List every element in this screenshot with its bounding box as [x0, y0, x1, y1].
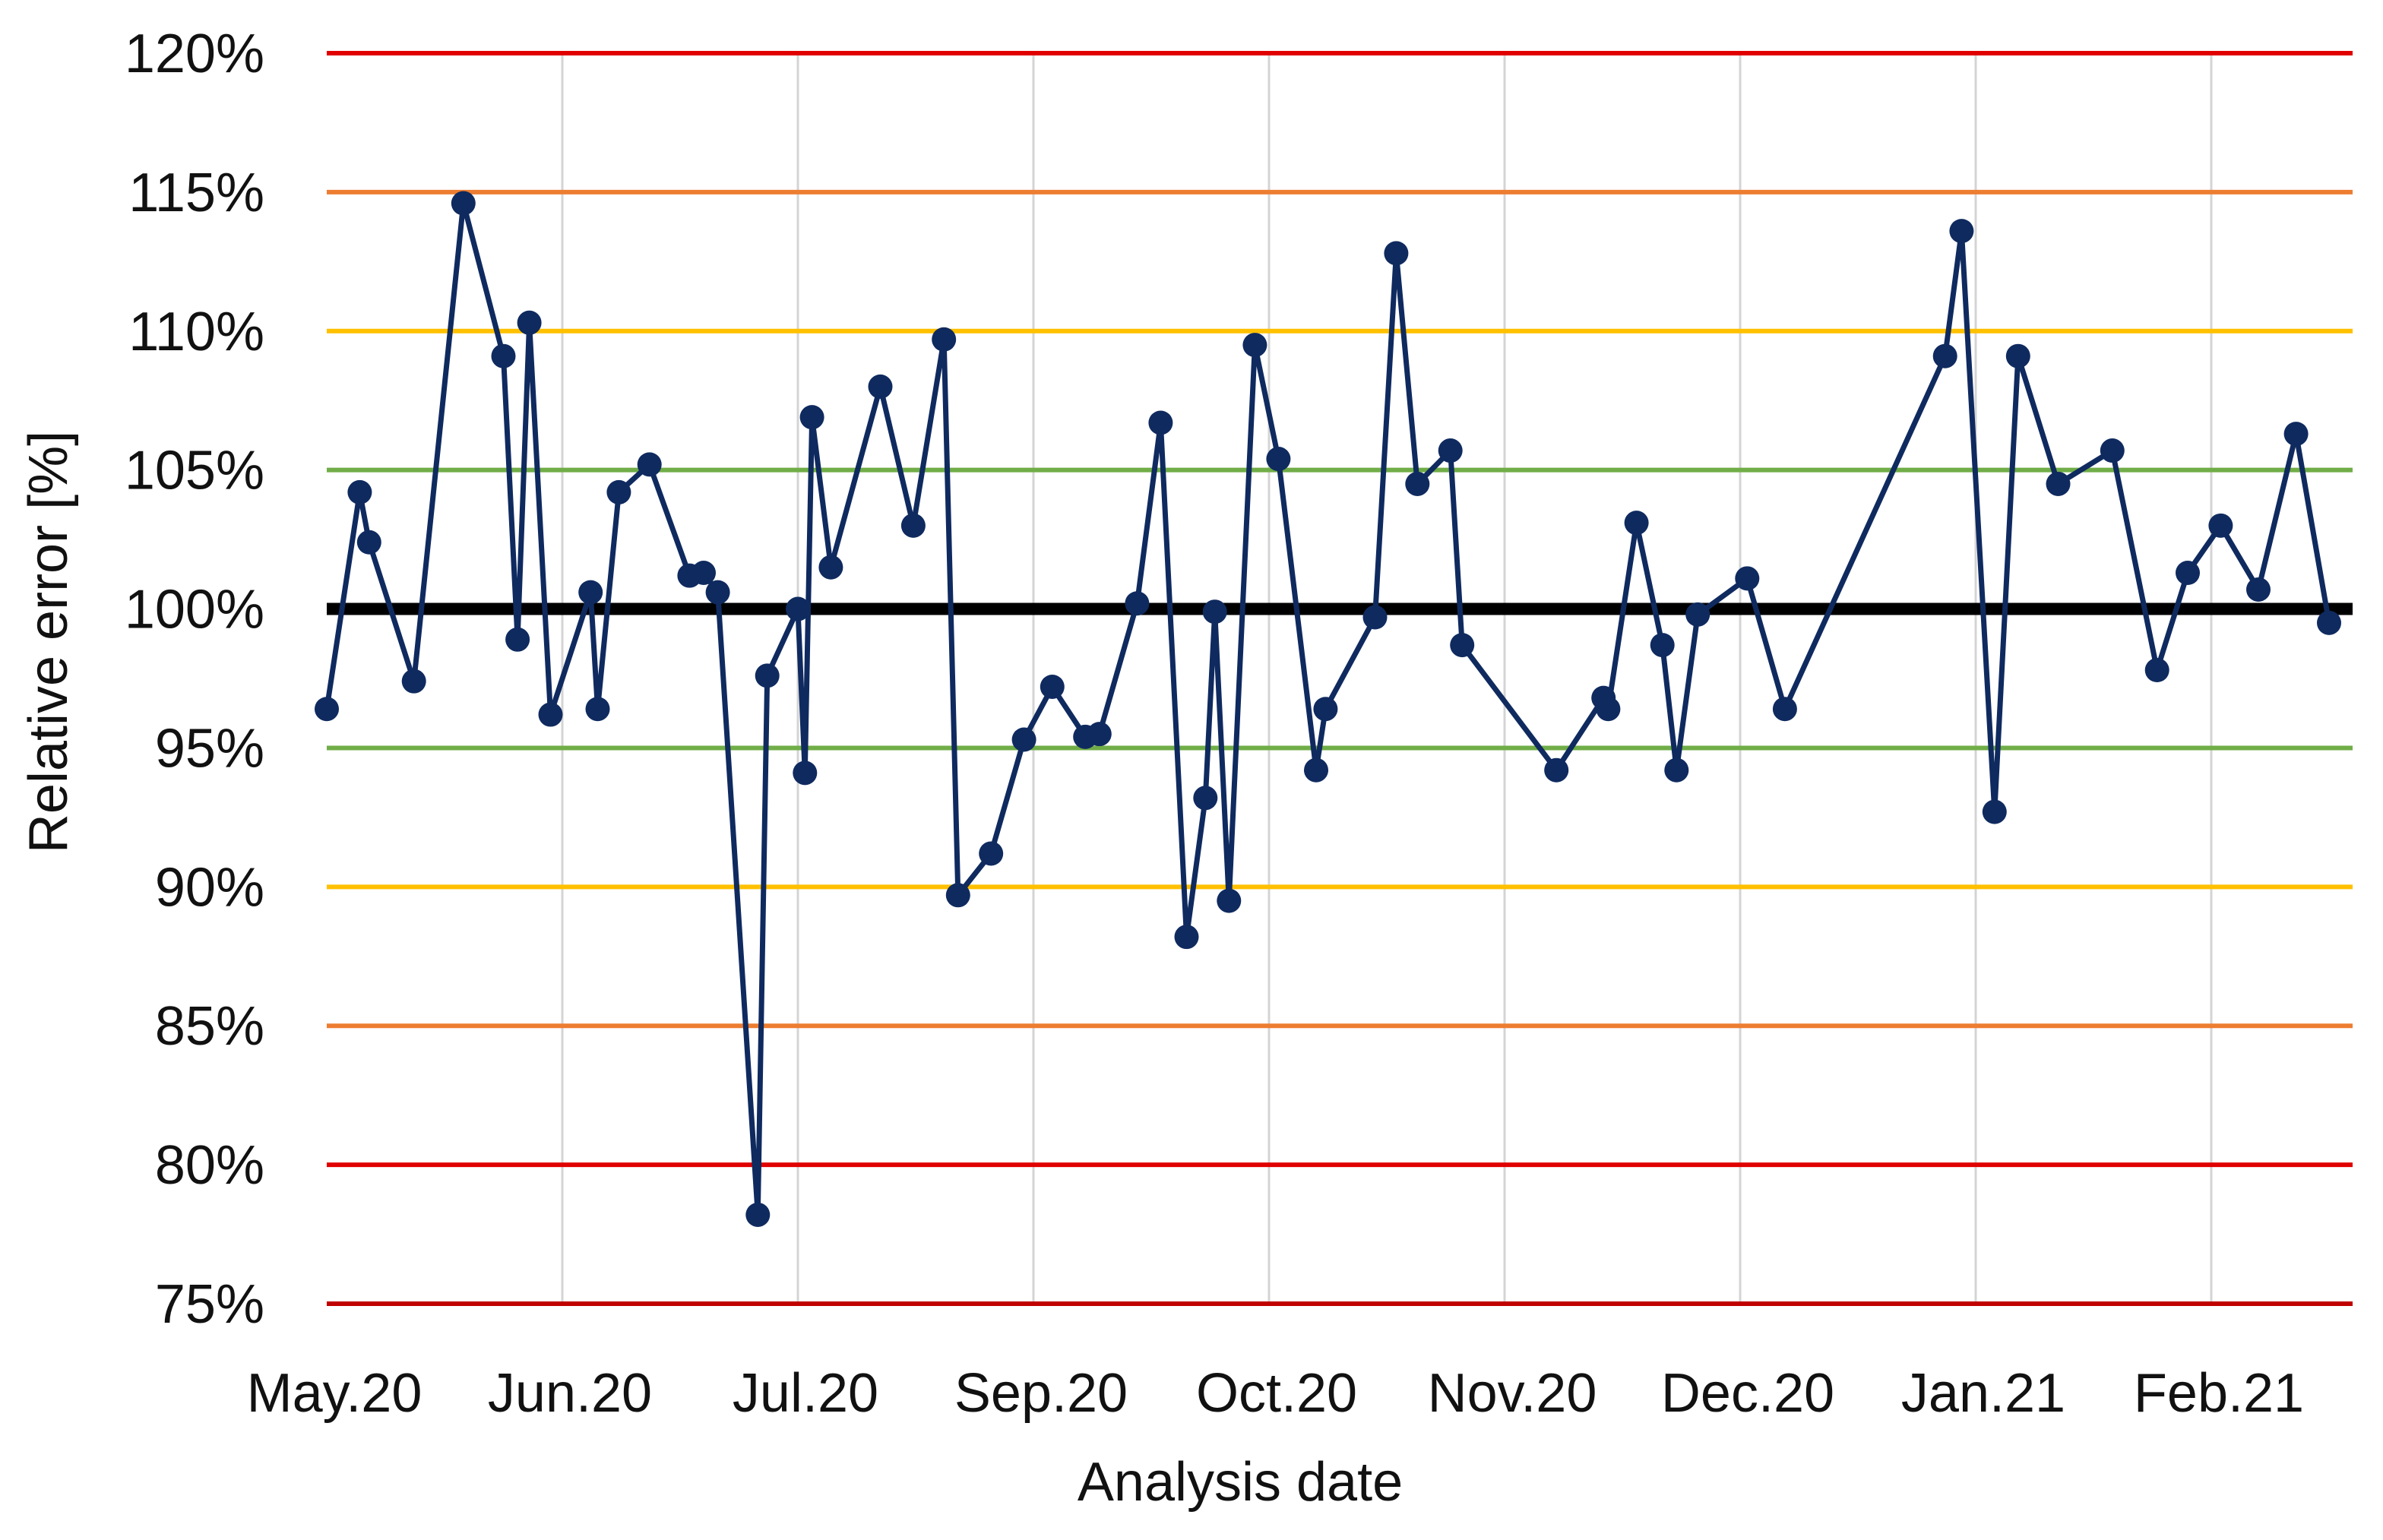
x-tick-labels: May.20 Jun.20 Jul.20 Sep.20 Oct.20 Nov.20 Dec.…: [247, 1363, 2304, 1424]
data-point: [1011, 727, 1036, 752]
data-point: [945, 883, 970, 908]
y-axis-title: Relative error [%]: [18, 431, 79, 853]
data-point: [1664, 757, 1689, 783]
data-point: [1202, 599, 1227, 625]
data-point: [2283, 422, 2309, 447]
data-point: [799, 405, 824, 430]
x-tick-label: Feb.21: [2134, 1363, 2304, 1424]
data-point: [1650, 633, 1675, 658]
series-layer: [315, 191, 2341, 1227]
data-point: [1193, 786, 1218, 811]
data-point: [2246, 577, 2271, 602]
data-point: [585, 697, 610, 722]
data-point: [900, 513, 926, 538]
reference-lines: [327, 51, 2353, 1306]
data-point: [705, 580, 730, 605]
y-tick-label: 95%: [155, 718, 264, 779]
data-point: [932, 327, 957, 352]
y-tick-label: 80%: [155, 1135, 264, 1196]
x-tick-label: Jul.20: [733, 1363, 878, 1424]
data-point: [1450, 633, 1475, 658]
data-point: [451, 191, 476, 216]
data-point: [2046, 471, 2071, 496]
data-point: [691, 561, 716, 586]
x-tick-label: May.20: [247, 1363, 422, 1424]
data-point: [979, 841, 1004, 866]
data-point: [1125, 591, 1150, 616]
data-point: [1544, 757, 1569, 783]
data-point: [868, 374, 893, 399]
y-tick-label: 115%: [128, 163, 264, 223]
data-point: [1174, 925, 1199, 950]
x-tick-label: Sep.20: [954, 1363, 1128, 1424]
y-tick-label: 100%: [125, 580, 264, 640]
data-point: [1304, 757, 1328, 783]
data-point: [517, 310, 542, 335]
data-point: [1685, 602, 1711, 627]
data-point: [2208, 513, 2233, 538]
data-point: [1087, 722, 1112, 747]
data-point: [505, 627, 530, 652]
y-tick-label: 105%: [125, 441, 264, 501]
data-point: [578, 580, 603, 605]
x-axis-title: Analysis date: [1078, 1452, 1403, 1513]
x-tick-label: Nov.20: [1428, 1363, 1597, 1424]
data-point: [1982, 799, 2007, 824]
data-point: [2317, 610, 2341, 635]
data-point: [786, 596, 810, 621]
data-point: [637, 452, 662, 477]
x-tick-label: Oct.20: [1196, 1363, 1357, 1424]
data-point: [1266, 447, 1291, 472]
y-tick-label: 75%: [155, 1274, 264, 1335]
vertical-gridlines: [561, 53, 2213, 1304]
data-point: [1438, 438, 1463, 463]
data-point: [1384, 241, 1409, 266]
data-point: [1772, 697, 1797, 722]
data-point: [1040, 674, 1065, 699]
data-point: [1932, 343, 1957, 368]
data-point: [1217, 888, 1242, 913]
y-tick-label: 110%: [128, 302, 264, 362]
data-point: [2144, 658, 2169, 683]
data-point: [755, 663, 780, 688]
x-tick-label: Jan.21: [1901, 1363, 2065, 1424]
data-point: [1242, 333, 1267, 358]
data-point: [606, 479, 631, 504]
data-point: [1362, 605, 1388, 630]
data-point: [1596, 697, 1621, 722]
data-point: [745, 1202, 771, 1227]
data-point: [1624, 511, 1649, 536]
y-tick-label: 85%: [155, 996, 264, 1057]
data-point: [356, 530, 381, 555]
data-point: [793, 761, 818, 786]
data-point: [491, 343, 516, 368]
data-point: [401, 669, 426, 694]
x-tick-label: Dec.20: [1661, 1363, 1834, 1424]
data-point: [538, 702, 563, 727]
data-point: [1313, 697, 1338, 722]
data-point: [1148, 410, 1173, 435]
data-point: [2176, 561, 2200, 586]
x-tick-label: Jun.20: [488, 1363, 652, 1424]
y-tick-label: 90%: [155, 857, 264, 918]
y-tick-labels: 75% 80% 85% 90% 95% 100% 105% 110% 115% 120%: [125, 24, 264, 1335]
data-point: [1405, 471, 1430, 496]
y-tick-label: 120%: [125, 24, 264, 84]
data-point: [1735, 566, 1760, 591]
data-point: [818, 555, 843, 580]
data-point: [347, 479, 372, 504]
data-point: [2005, 343, 2030, 368]
data-point: [315, 697, 339, 722]
data-point: [2100, 438, 2125, 463]
data-point: [1949, 219, 1974, 244]
